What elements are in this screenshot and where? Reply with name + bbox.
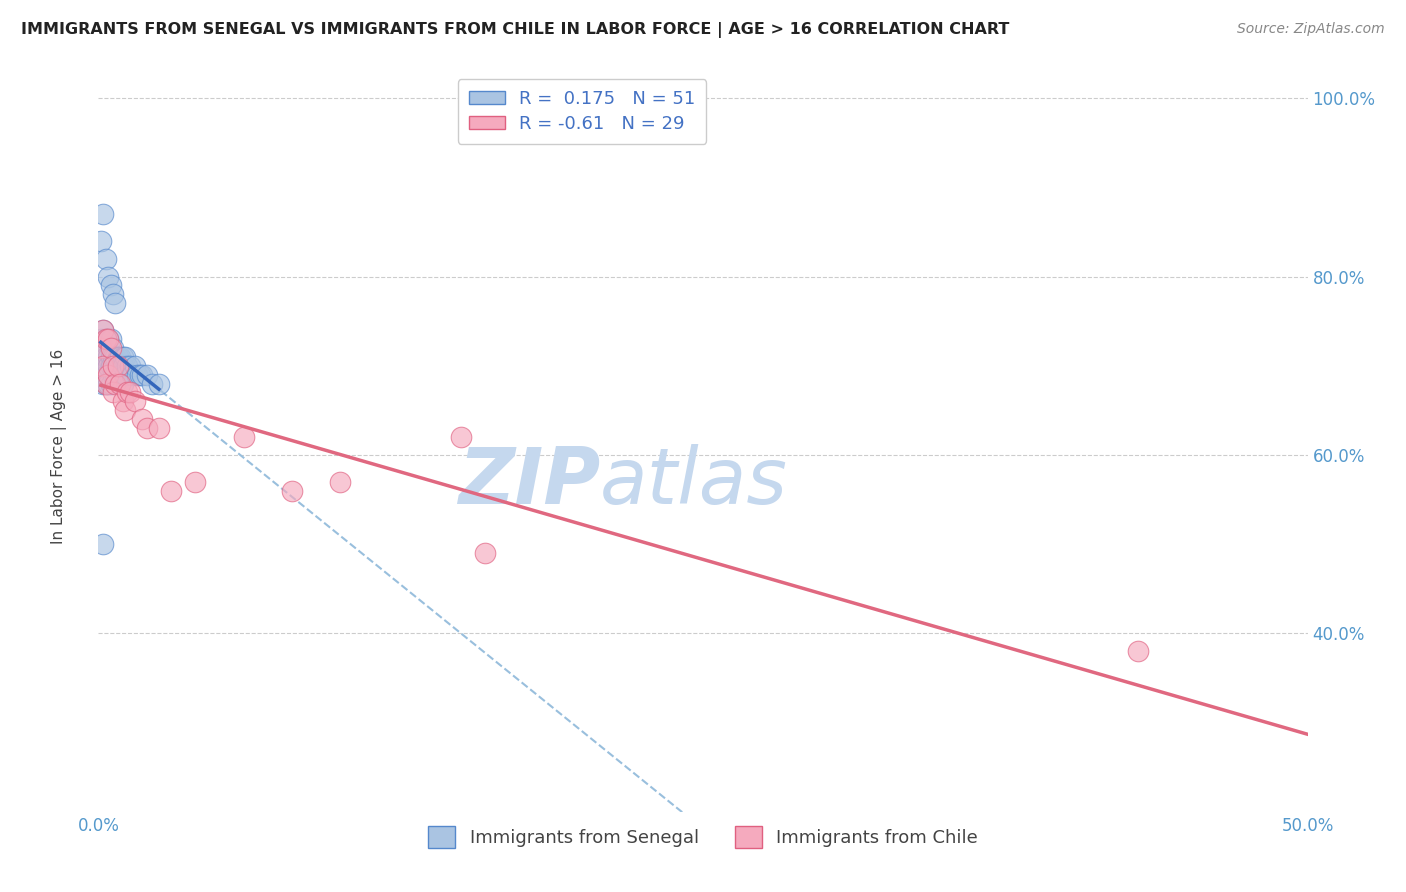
Point	[108, 368, 131, 382]
Text: atlas: atlas	[600, 444, 789, 520]
Point	[128, 368, 150, 382]
Point	[91, 207, 114, 221]
Point	[100, 359, 122, 373]
Point	[90, 234, 112, 248]
Point	[94, 368, 117, 382]
Point	[114, 403, 136, 417]
Point	[450, 430, 472, 444]
Point	[117, 359, 139, 373]
Point	[117, 385, 139, 400]
Point	[94, 376, 117, 391]
Point	[1128, 644, 1150, 658]
Text: ZIP: ZIP	[458, 444, 600, 520]
Point	[97, 359, 120, 373]
Point	[90, 368, 112, 382]
Point	[131, 412, 153, 426]
Point	[121, 368, 143, 382]
Point	[101, 287, 124, 301]
Point	[135, 421, 157, 435]
Point	[131, 368, 153, 382]
Point	[104, 376, 127, 391]
Point	[474, 546, 496, 560]
Point	[100, 341, 122, 355]
Point	[160, 483, 183, 498]
Point	[101, 385, 124, 400]
Point	[94, 332, 117, 346]
Point	[148, 421, 170, 435]
Text: In Labor Force | Age > 16: In Labor Force | Age > 16	[51, 349, 67, 543]
Point	[101, 368, 124, 382]
Point	[114, 350, 136, 364]
Point	[97, 332, 120, 346]
Point	[91, 323, 114, 337]
Point	[101, 350, 124, 364]
Point	[94, 376, 117, 391]
Legend: Immigrants from Senegal, Immigrants from Chile: Immigrants from Senegal, Immigrants from…	[420, 819, 986, 855]
Point	[104, 350, 127, 364]
Point	[232, 430, 254, 444]
Point	[329, 475, 352, 489]
Point	[94, 350, 117, 364]
Point	[107, 350, 129, 364]
Point	[118, 385, 141, 400]
Text: IMMIGRANTS FROM SENEGAL VS IMMIGRANTS FROM CHILE IN LABOR FORCE | AGE > 16 CORRE: IMMIGRANTS FROM SENEGAL VS IMMIGRANTS FR…	[21, 22, 1010, 38]
Point	[91, 359, 114, 373]
Point	[111, 376, 134, 391]
Point	[100, 376, 122, 391]
Point	[94, 332, 117, 346]
Point	[91, 537, 114, 551]
Point	[148, 376, 170, 391]
Point	[118, 359, 141, 373]
Point	[108, 376, 131, 391]
Point	[111, 359, 134, 373]
Point	[111, 394, 134, 409]
Point	[91, 376, 114, 391]
Point	[127, 368, 149, 382]
Point	[135, 368, 157, 382]
Point	[114, 368, 136, 382]
Point	[97, 376, 120, 391]
Point	[104, 296, 127, 310]
Point	[97, 350, 120, 364]
Point	[281, 483, 304, 498]
Point	[91, 323, 114, 337]
Point	[107, 359, 129, 373]
Point	[104, 368, 127, 382]
Point	[100, 332, 122, 346]
Point	[101, 341, 124, 355]
Point	[108, 350, 131, 364]
Point	[97, 269, 120, 284]
Point	[91, 359, 114, 373]
Point	[90, 332, 112, 346]
Point	[107, 359, 129, 373]
Point	[94, 252, 117, 266]
Point	[111, 350, 134, 364]
Point	[141, 376, 163, 391]
Point	[124, 359, 146, 373]
Point	[184, 475, 207, 489]
Point	[101, 359, 124, 373]
Point	[97, 332, 120, 346]
Point	[90, 350, 112, 364]
Point	[97, 368, 120, 382]
Point	[124, 394, 146, 409]
Point	[90, 341, 112, 355]
Point	[91, 341, 114, 355]
Point	[100, 350, 122, 364]
Text: Source: ZipAtlas.com: Source: ZipAtlas.com	[1237, 22, 1385, 37]
Point	[100, 278, 122, 293]
